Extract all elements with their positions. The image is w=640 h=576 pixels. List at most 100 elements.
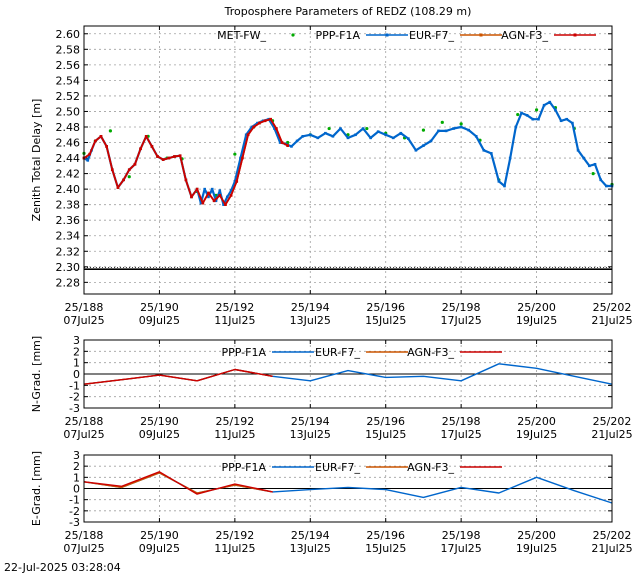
x-tick-date-label: 13Jul25 xyxy=(290,542,331,555)
series-point-agn-f3 xyxy=(150,145,154,148)
series-point-agn-f3 xyxy=(235,180,239,183)
series-point-agn-f3 xyxy=(269,117,272,121)
y-axis-label: Zenith Total Delay [m] xyxy=(30,99,43,222)
series-point-agn-f3 xyxy=(173,155,176,158)
series-line-eur-f7 xyxy=(83,118,289,206)
y-tick-label: 2.34 xyxy=(56,230,81,243)
series-point-ppp-f1a xyxy=(490,152,493,155)
x-tick-label: 25/202 xyxy=(593,301,632,314)
y-tick-label: 2.52 xyxy=(56,90,81,103)
series-point-ppp-f1a xyxy=(278,141,282,144)
series-point-ppp-f1a xyxy=(593,162,597,166)
x-tick-date-label: 15Jul25 xyxy=(365,314,406,327)
series-point-ppp-f1a xyxy=(218,189,222,192)
met-point xyxy=(327,126,331,131)
x-tick-date-label: 21Jul25 xyxy=(591,542,632,555)
x-tick-date-label: 09Jul25 xyxy=(139,314,180,327)
y-tick-label: 1 xyxy=(73,471,80,484)
x-tick-date-label: 07Jul25 xyxy=(63,314,104,327)
series-line-ppp-f1a xyxy=(83,100,612,206)
series-point-agn-f3 xyxy=(88,152,91,156)
series-point-agn-f3 xyxy=(207,191,210,195)
y-tick-label: 0 xyxy=(73,368,80,381)
y-tick-label: 2.54 xyxy=(56,74,81,87)
y-tick-label: -2 xyxy=(69,505,80,518)
series-point-ppp-f1a xyxy=(407,137,410,140)
series-point-ppp-f1a xyxy=(210,187,214,191)
series-point-ppp-f1a xyxy=(239,156,242,160)
met-point xyxy=(534,108,539,112)
x-tick-date-label: 15Jul25 xyxy=(365,542,406,555)
legend-label: PPP-F1A xyxy=(222,461,267,474)
x-tick-date-label: 07Jul25 xyxy=(63,542,104,555)
legend-label: PPP-F1A xyxy=(316,29,361,42)
met-point xyxy=(440,120,444,124)
y-tick-label: -3 xyxy=(69,516,80,529)
series-point-agn-f3 xyxy=(110,168,114,172)
series-point-ppp-f1a xyxy=(548,100,552,104)
series-point-ppp-f1a xyxy=(273,127,276,130)
series-point-agn-f3 xyxy=(258,121,261,125)
series-point-agn-f3 xyxy=(218,194,222,197)
series-point-ppp-f1a xyxy=(437,129,440,133)
y-tick-label: 2.56 xyxy=(56,59,81,72)
series-point-ppp-f1a xyxy=(514,125,518,129)
series-point-ppp-f1a xyxy=(429,139,433,143)
series-point-ppp-f1a xyxy=(86,159,90,162)
series-point-ppp-f1a xyxy=(531,117,535,121)
series-point-agn-f3 xyxy=(122,178,125,182)
series-point-ppp-f1a xyxy=(508,156,512,160)
y-tick-label: 2.48 xyxy=(56,121,81,134)
x-tick-date-label: 11Jul25 xyxy=(214,542,255,555)
legend-label: AGN-F3_ xyxy=(407,461,454,474)
series-point-ppp-f1a xyxy=(331,135,335,138)
x-tick-label: 25/194 xyxy=(291,415,330,428)
met-point xyxy=(516,112,520,117)
series-point-ppp-f1a xyxy=(444,129,448,133)
x-tick-label: 25/192 xyxy=(216,529,255,542)
y-axis-label: N-Grad. [mm] xyxy=(30,336,43,412)
series-point-ppp-f1a xyxy=(474,135,478,138)
x-tick-date-label: 13Jul25 xyxy=(290,428,331,441)
series-point-ppp-f1a xyxy=(391,136,395,140)
met-point xyxy=(459,122,463,126)
x-tick-date-label: 09Jul25 xyxy=(139,542,180,555)
met-point xyxy=(591,171,595,176)
series-point-ppp-f1a xyxy=(244,133,248,137)
x-tick-date-label: 11Jul25 xyxy=(214,314,255,327)
series-point-agn-f3 xyxy=(116,186,120,189)
series-point-ppp-f1a xyxy=(542,103,546,107)
legend-label: EUR-F7_ xyxy=(315,461,360,474)
x-tick-label: 25/190 xyxy=(140,415,179,428)
legend-label: EUR-F7_ xyxy=(315,346,360,359)
y-axis-label: E-Grad. [mm] xyxy=(30,451,43,526)
series-point-ppp-f1a xyxy=(459,125,463,129)
x-tick-label: 25/192 xyxy=(216,415,255,428)
x-tick-date-label: 17Jul25 xyxy=(441,314,482,327)
series-point-ppp-f1a xyxy=(199,201,203,205)
series-point-ppp-f1a xyxy=(229,189,233,192)
met-point xyxy=(233,152,237,156)
series-point-agn-f3 xyxy=(195,187,199,191)
series-point-agn-f3 xyxy=(167,156,171,160)
plot-frame xyxy=(83,339,613,409)
y-tick-label: 2.38 xyxy=(56,199,81,212)
series-point-ppp-f1a xyxy=(214,199,218,203)
series-point-ppp-f1a xyxy=(525,114,529,117)
plot-frame xyxy=(83,25,613,295)
legend-label: AGN-F3_ xyxy=(407,346,454,359)
series-line-agn-f3 xyxy=(83,368,273,385)
x-tick-date-label: 19Jul25 xyxy=(516,542,557,555)
series-point-ppp-f1a xyxy=(571,121,574,125)
y-tick-label: -1 xyxy=(69,379,80,392)
series-point-agn-f3 xyxy=(275,127,278,130)
legend-swatch-mark xyxy=(385,33,389,37)
y-tick-label: 2.42 xyxy=(56,168,81,181)
x-tick-label: 25/198 xyxy=(442,529,481,542)
y-tick-label: 2 xyxy=(73,345,80,358)
series-point-agn-f3 xyxy=(161,158,165,161)
series-point-ppp-f1a xyxy=(422,144,425,147)
y-tick-label: 2.44 xyxy=(56,152,81,165)
x-tick-label: 25/192 xyxy=(216,301,255,314)
